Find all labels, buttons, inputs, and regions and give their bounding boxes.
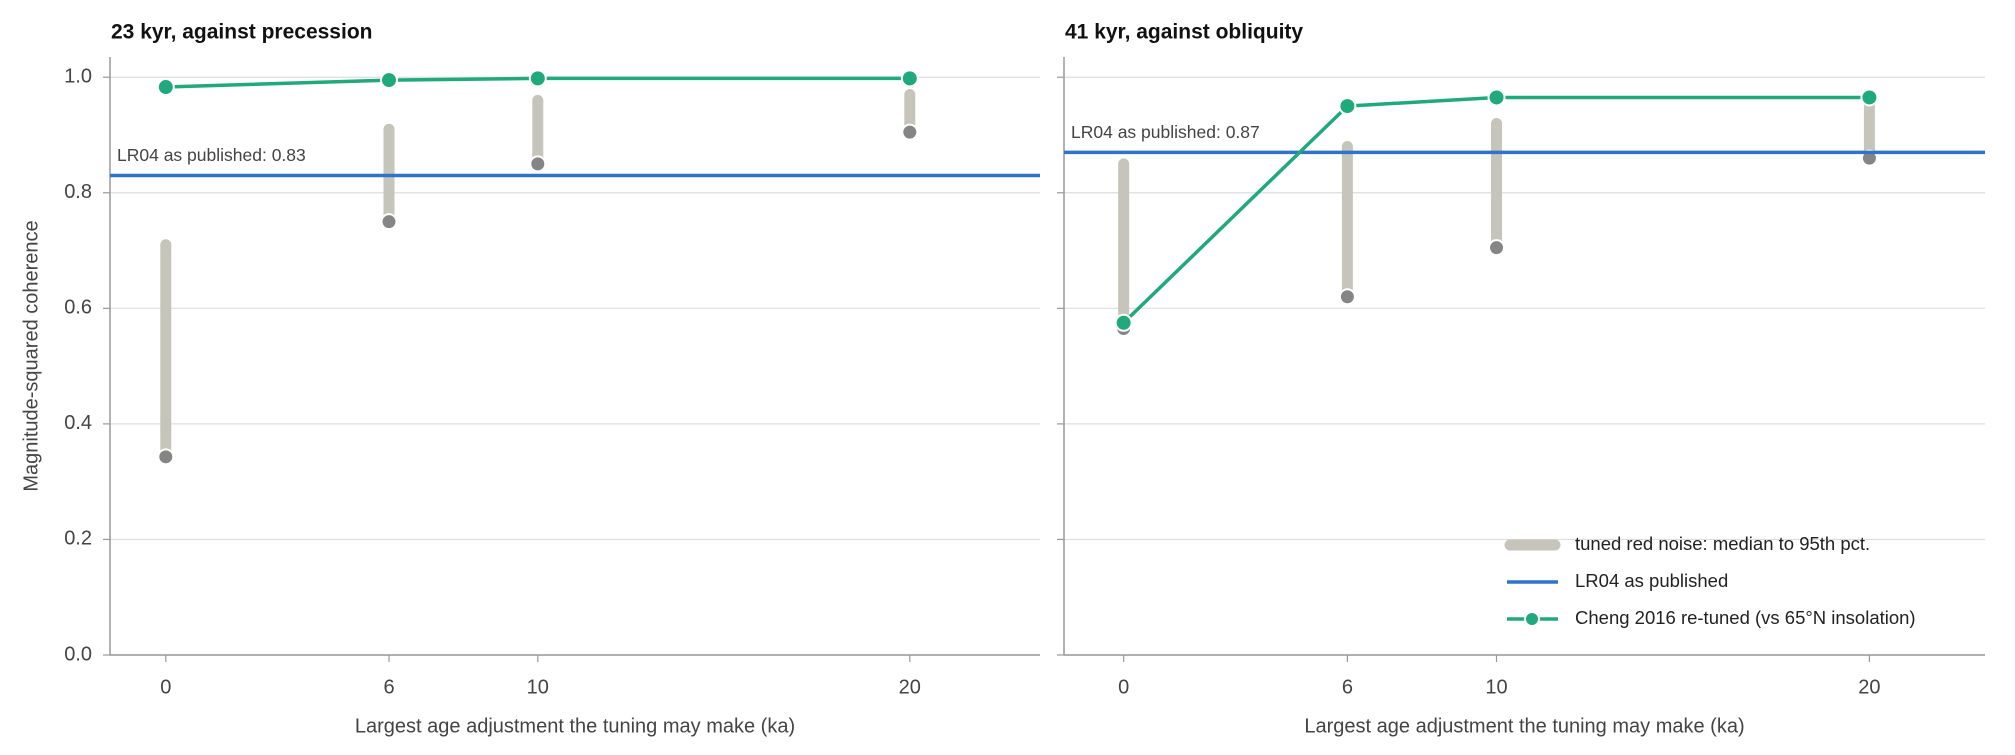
x-tick-label: 6 <box>383 676 394 698</box>
median-dot <box>157 448 175 466</box>
series-dot <box>1487 88 1506 107</box>
series-dot <box>1114 313 1133 332</box>
panel-title: 23 kyr, against precession <box>111 21 372 44</box>
y-tick-label: 1.0 <box>64 66 92 88</box>
series-dot <box>156 78 175 97</box>
series-dot <box>528 69 547 88</box>
reference-annotation: LR04 as published: 0.83 <box>117 145 306 165</box>
y-tick-label: 0.2 <box>64 528 92 550</box>
y-tick-label: 0.0 <box>64 643 92 665</box>
x-tick-label: 10 <box>1485 676 1507 698</box>
y-axis-label: Magnitude-squared coherence <box>20 220 42 491</box>
x-tick-label: 20 <box>899 676 921 698</box>
panel-title: 41 kyr, against obliquity <box>1065 21 1303 44</box>
series-dot <box>1860 88 1879 107</box>
series-dot <box>900 69 919 88</box>
series-dot <box>380 71 398 90</box>
median-dot <box>529 155 547 173</box>
legend-marker <box>1524 611 1540 627</box>
median-dot <box>380 213 398 231</box>
x-tick-label: 6 <box>1342 676 1353 698</box>
median-dot <box>901 123 919 141</box>
legend-label: LR04 as published <box>1575 570 1728 591</box>
x-tick-label: 0 <box>160 676 171 698</box>
series-line <box>1122 95 1870 325</box>
x-tick-label: 20 <box>1858 676 1880 698</box>
y-tick-label: 0.6 <box>64 297 92 319</box>
series-line <box>165 76 910 89</box>
y-tick-label: 0.8 <box>64 181 92 203</box>
x-tick-label: 0 <box>1118 676 1129 698</box>
median-dot <box>1488 239 1506 257</box>
median-dot <box>1338 288 1356 306</box>
x-axis-label: Largest age adjustment the tuning may ma… <box>1304 715 1744 737</box>
series-dot <box>1338 97 1357 116</box>
x-tick-label: 10 <box>527 676 549 698</box>
legend-label: Cheng 2016 re-tuned (vs 65°N insolation) <box>1575 607 1916 628</box>
legend-label: tuned red noise: median to 95th pct. <box>1575 533 1870 554</box>
x-axis-label: Largest age adjustment the tuning may ma… <box>355 715 795 737</box>
reference-annotation: LR04 as published: 0.87 <box>1071 122 1260 142</box>
y-tick-label: 0.4 <box>64 412 92 434</box>
